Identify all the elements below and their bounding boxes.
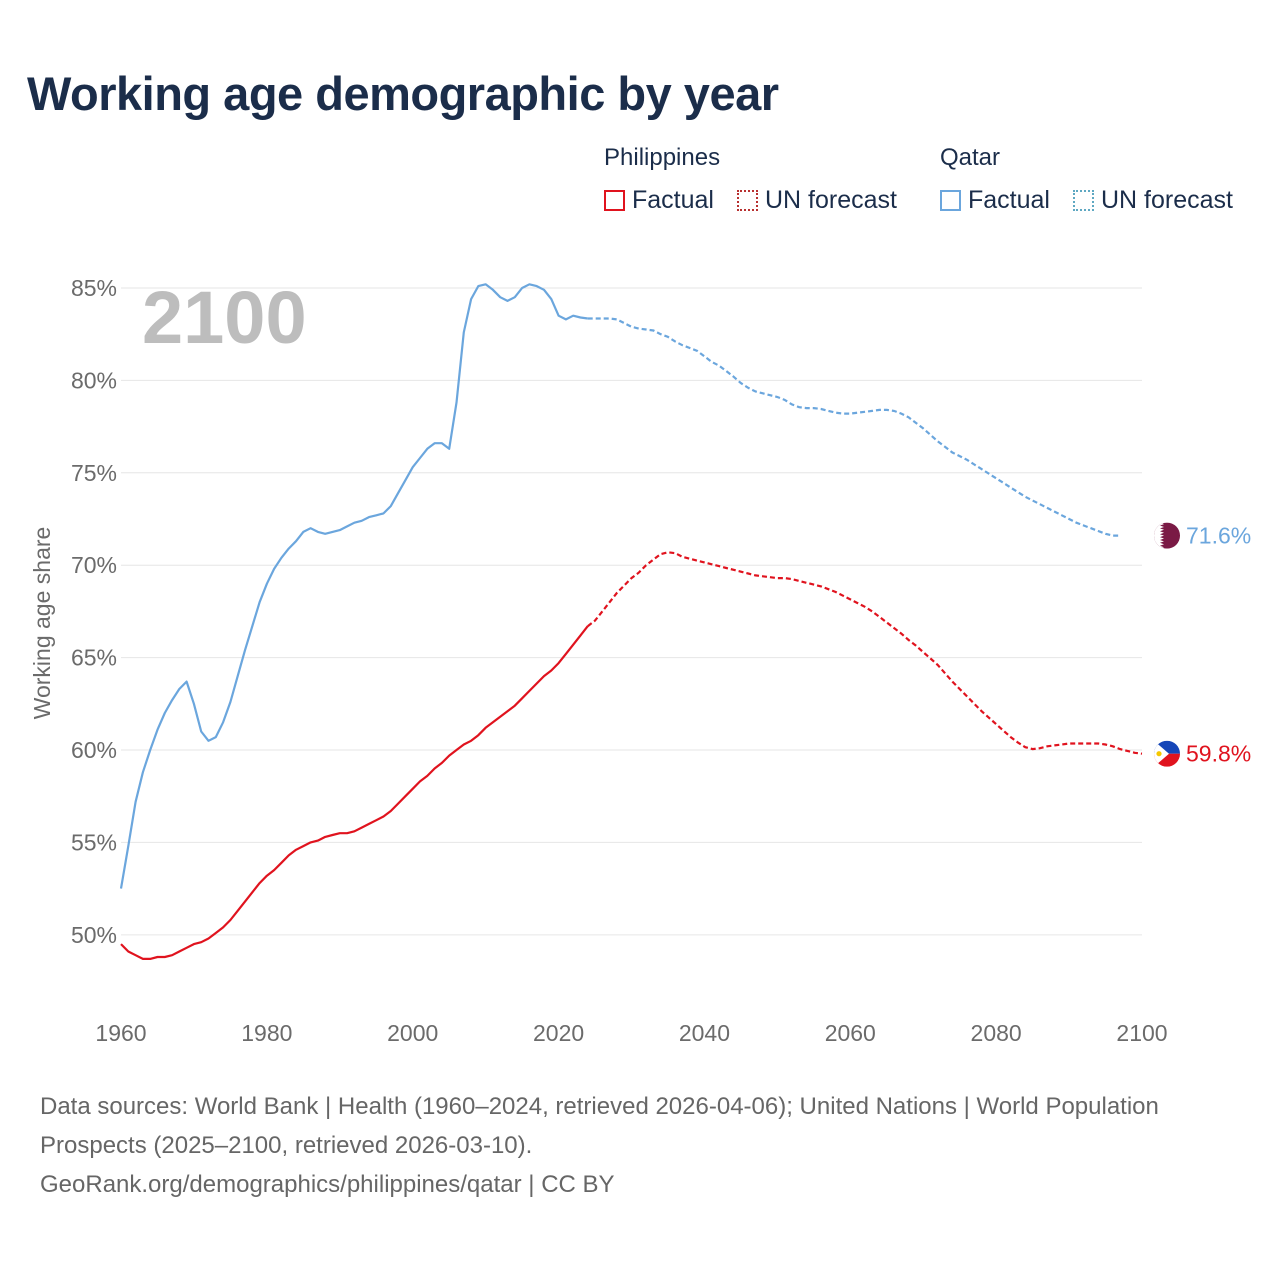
legend-swatch-philippines-forecast — [737, 190, 758, 211]
x-tick-label: 2080 — [971, 1020, 1022, 1046]
y-tick-label: 55% — [71, 829, 117, 855]
series-line-qatar-forecast — [587, 317, 1121, 537]
legend-swatch-qatar-factual — [940, 190, 961, 211]
x-tick-label: 2000 — [387, 1020, 438, 1046]
legend-swatch-qatar-forecast — [1073, 190, 1094, 211]
x-tick-label: 2040 — [679, 1020, 730, 1046]
y-tick-label: 85% — [71, 275, 117, 301]
legend-item-philippines-forecast[interactable]: UN forecast — [737, 186, 897, 215]
legend-group-philippines: Philippines — [604, 144, 721, 171]
legend-label-qatar-forecast: UN forecast — [1101, 186, 1233, 214]
series-line-qatar-factual — [119, 283, 588, 889]
philippines-flag-icon — [1154, 740, 1180, 767]
chart-title: Working age demographic by year — [27, 67, 779, 120]
legend-item-philippines-factual[interactable]: Factual — [604, 186, 714, 215]
footer: Data sources: World Bank | Health (1960–… — [40, 1087, 1220, 1204]
x-tick-label: 1960 — [95, 1020, 146, 1046]
credit-link[interactable]: GeoRank.org/demographics/philippines/qat… — [40, 1171, 615, 1198]
y-tick-label: 75% — [71, 460, 117, 486]
x-tick-label: 1980 — [241, 1020, 292, 1046]
y-tick-label: 70% — [71, 552, 117, 578]
legend-item-qatar-forecast[interactable]: UN forecast — [1073, 186, 1233, 215]
x-tick-label: 2020 — [533, 1020, 584, 1046]
data-sources: Data sources: World Bank | Health (1960–… — [40, 1093, 1159, 1159]
y-axis: 50% 55% 60% 65% 70% 75% 80% 85% — [71, 275, 117, 948]
y-tick-label: 50% — [71, 922, 117, 948]
x-tick-label: 2060 — [825, 1020, 876, 1046]
legend-swatch-philippines-factual — [604, 190, 625, 211]
y-axis-title: Working age share — [29, 527, 55, 720]
qatar-end-value-label: 71.6% — [1186, 523, 1251, 549]
end-markers: 71.6% 59.8% — [1154, 522, 1251, 767]
year-watermark: 2100 — [142, 276, 307, 359]
y-tick-label: 60% — [71, 737, 117, 763]
legend-label-qatar-factual: Factual — [968, 186, 1050, 214]
series-line-philippines-forecast — [587, 551, 1143, 755]
legend-item-qatar-factual[interactable]: Factual — [940, 186, 1050, 215]
series — [119, 283, 1143, 960]
gridlines — [121, 287, 1142, 936]
legend-group-qatar: Qatar — [940, 144, 1001, 171]
legend-label-philippines-factual: Factual — [632, 186, 714, 214]
x-axis: 1960 1980 2000 2020 2040 2060 2080 2100 — [95, 1020, 1167, 1046]
x-tick-label: 2100 — [1116, 1020, 1167, 1046]
philippines-end-value-label: 59.8% — [1186, 741, 1251, 767]
y-tick-label: 80% — [71, 367, 117, 393]
qatar-flag-icon — [1154, 522, 1180, 549]
legend-label-philippines-forecast: UN forecast — [765, 186, 897, 214]
series-line-philippines-factual — [120, 625, 589, 960]
y-tick-label: 65% — [71, 645, 117, 671]
line-chart: 2100 50% 55% 60% 65% 70% 75% 80% 85% 1960 1980 20… — [29, 275, 1251, 1046]
